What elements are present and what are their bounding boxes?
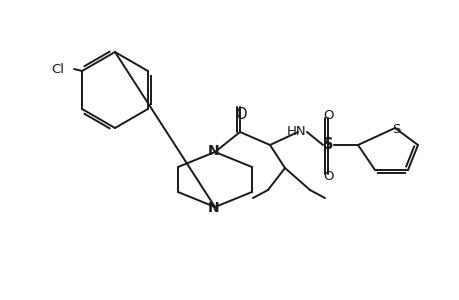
Text: O: O (323, 109, 334, 122)
Text: HN: HN (286, 124, 306, 137)
Text: N: N (208, 144, 219, 158)
Text: O: O (235, 106, 246, 122)
Text: N: N (208, 201, 219, 215)
Text: S: S (322, 136, 332, 152)
Text: O: O (323, 170, 334, 184)
Text: Cl: Cl (51, 62, 64, 76)
Text: S: S (391, 122, 399, 136)
